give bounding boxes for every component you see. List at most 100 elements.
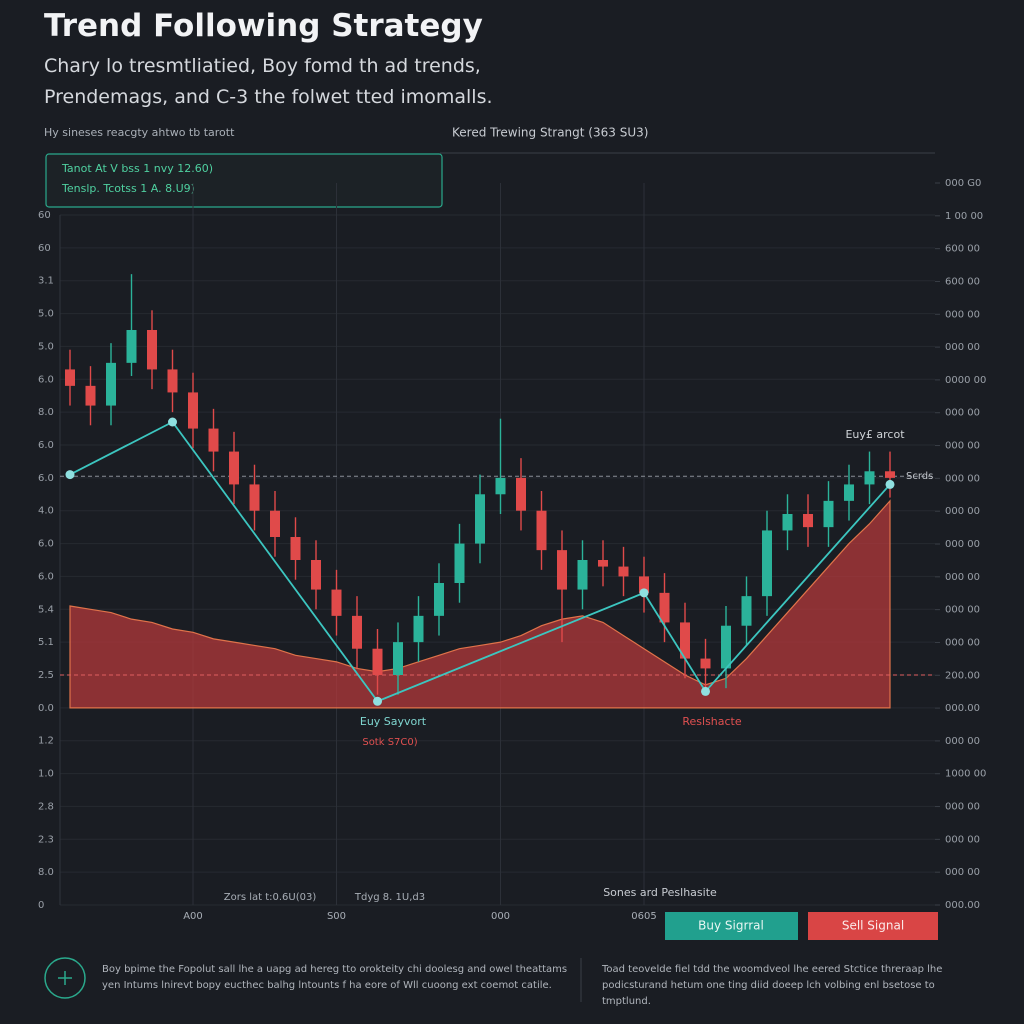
y-tick-label: 2.8 — [38, 801, 54, 812]
buy-button-label[interactable]: Buy Sigrral — [698, 919, 764, 933]
y2-tick-label: 000.00 — [945, 703, 980, 714]
trend-marker — [639, 588, 649, 598]
x-tick-label: S00 — [327, 911, 346, 922]
candle-body — [208, 428, 219, 452]
y2-tick-label: 600 00 — [945, 276, 980, 287]
y-tick-label: 2.3 — [38, 834, 54, 845]
candle-body — [536, 510, 547, 551]
y-tick-label: 60 — [38, 243, 51, 254]
candle-body — [680, 622, 690, 659]
candle-body — [639, 576, 649, 593]
annotation: Reslshacte — [682, 715, 742, 728]
resistance-area — [69, 499, 891, 709]
y-tick-label: 5.0 — [38, 341, 54, 352]
chart-subtitle: Hy sineses reacgty ahtwo tb tarott — [44, 126, 235, 139]
candle-body — [803, 514, 813, 528]
annotation: Euy£ arcot — [845, 428, 905, 441]
sell-button[interactable] — [808, 912, 938, 940]
page-title: Trend Following Strategy — [44, 8, 483, 44]
candle-body — [495, 477, 506, 495]
trend-marker — [168, 417, 177, 427]
y-tick-label: 4.0 — [38, 506, 54, 517]
y2-tick-label: 000 00 — [945, 802, 980, 813]
annotation: Zors lat t:0.6U(03) — [224, 892, 317, 903]
y2-tick-label: 000 00 — [945, 309, 980, 320]
candle-body — [85, 385, 96, 406]
candle-body — [413, 615, 424, 643]
y-tick-label: 5.0 — [38, 309, 54, 320]
y-tick-label: 6.0 — [38, 374, 54, 385]
candle-body — [65, 369, 75, 386]
footer-text: podicsturand hetum one ting diid doeep l… — [602, 980, 935, 991]
y2-tick-label: 000 00 — [945, 473, 980, 484]
candle-body — [454, 543, 465, 583]
candle-body — [270, 510, 280, 537]
y-tick-label: 8.0 — [38, 867, 54, 878]
info-line: Tenslp. Tcotss 1 A. 8.U9) — [61, 182, 195, 195]
y-tick-label: 1.0 — [38, 769, 54, 780]
candle-body — [434, 583, 444, 616]
candle-body — [577, 560, 588, 590]
y2-tick-label: 000 00 — [945, 441, 980, 452]
candle-body — [188, 392, 198, 429]
footer-text: Boy bpime the Fopolut sall lhe a uapg ad… — [102, 964, 567, 975]
y2-tick-label: 000 00 — [945, 342, 980, 353]
buy-button[interactable] — [665, 912, 798, 940]
candle-body — [598, 560, 608, 567]
footer-text: Toad teovelde fiel tdd the woomdveol lhe… — [601, 964, 942, 975]
candle-body — [762, 530, 772, 597]
candle-body — [311, 560, 321, 590]
y-tick-label: 6.0 — [38, 473, 54, 484]
candle-body — [557, 550, 567, 590]
y-tick-label: 3.1 — [38, 276, 54, 287]
trend-marker — [885, 479, 895, 489]
y2-tick-label: 1000 00 — [945, 769, 986, 780]
y2-tick-label: 000.00 — [945, 900, 980, 911]
trend-marker — [701, 686, 710, 696]
y2-tick-label: 000 G0 — [945, 178, 981, 189]
y2-tick-label: 000 00 — [945, 572, 980, 583]
trendline — [69, 420, 891, 703]
add-icon[interactable] — [44, 957, 86, 999]
chart-title: Kered Trewing Strangt (363 SU3) — [452, 126, 648, 140]
candle-body — [864, 471, 875, 485]
y2-tick-label: 000 00 — [945, 506, 980, 517]
candle-body — [741, 596, 752, 626]
footer-text: tmptlund. — [602, 996, 651, 1007]
y2-tick-label: 000 00 — [945, 605, 980, 616]
candle-body — [885, 471, 895, 478]
y-tick-label: 5.4 — [38, 604, 54, 615]
candle-body — [700, 658, 711, 669]
y-tick-label: 1.2 — [38, 736, 54, 747]
candle-body — [290, 537, 301, 560]
y-tick-label: 6.0 — [38, 539, 54, 550]
y-tick-label: 60 — [38, 210, 51, 221]
candle-body — [393, 642, 403, 675]
y2-tick-label: 600 00 — [945, 244, 980, 255]
info-line: Tanot At V bss 1 nvy 12.60) — [61, 162, 213, 175]
candle-body — [844, 484, 854, 501]
info-box — [45, 153, 443, 208]
y2-tick-label: 000 00 — [945, 736, 980, 747]
reference-label: Scrds — [906, 471, 933, 482]
candle-body — [106, 362, 116, 406]
annotation: Sotk S7C0) — [362, 737, 417, 748]
subtitle-line: Chary lo tresmtliatied, Boy fomd th ad t… — [44, 55, 481, 77]
candle-body — [659, 592, 670, 623]
candle-body — [823, 500, 834, 528]
candle-body — [516, 477, 526, 511]
annotation: Euy Sayvort — [360, 715, 427, 728]
subtitle-line: Prendemags, and C-3 the folwet tted imom… — [44, 86, 493, 108]
sell-button-label[interactable]: Sell Signal — [842, 919, 904, 933]
candle-body — [618, 566, 629, 577]
y2-tick-label: 000 00 — [945, 408, 980, 419]
annotation: Tdyg 8. 1U,d3 — [354, 892, 425, 903]
annotation: Sones ard Peslhasite — [603, 886, 717, 899]
candle-body — [249, 484, 260, 511]
candle-body — [475, 494, 485, 544]
y2-tick-label: 0000 00 — [945, 375, 986, 386]
candle-body — [126, 330, 137, 363]
y2-tick-label: 000 00 — [945, 867, 980, 878]
